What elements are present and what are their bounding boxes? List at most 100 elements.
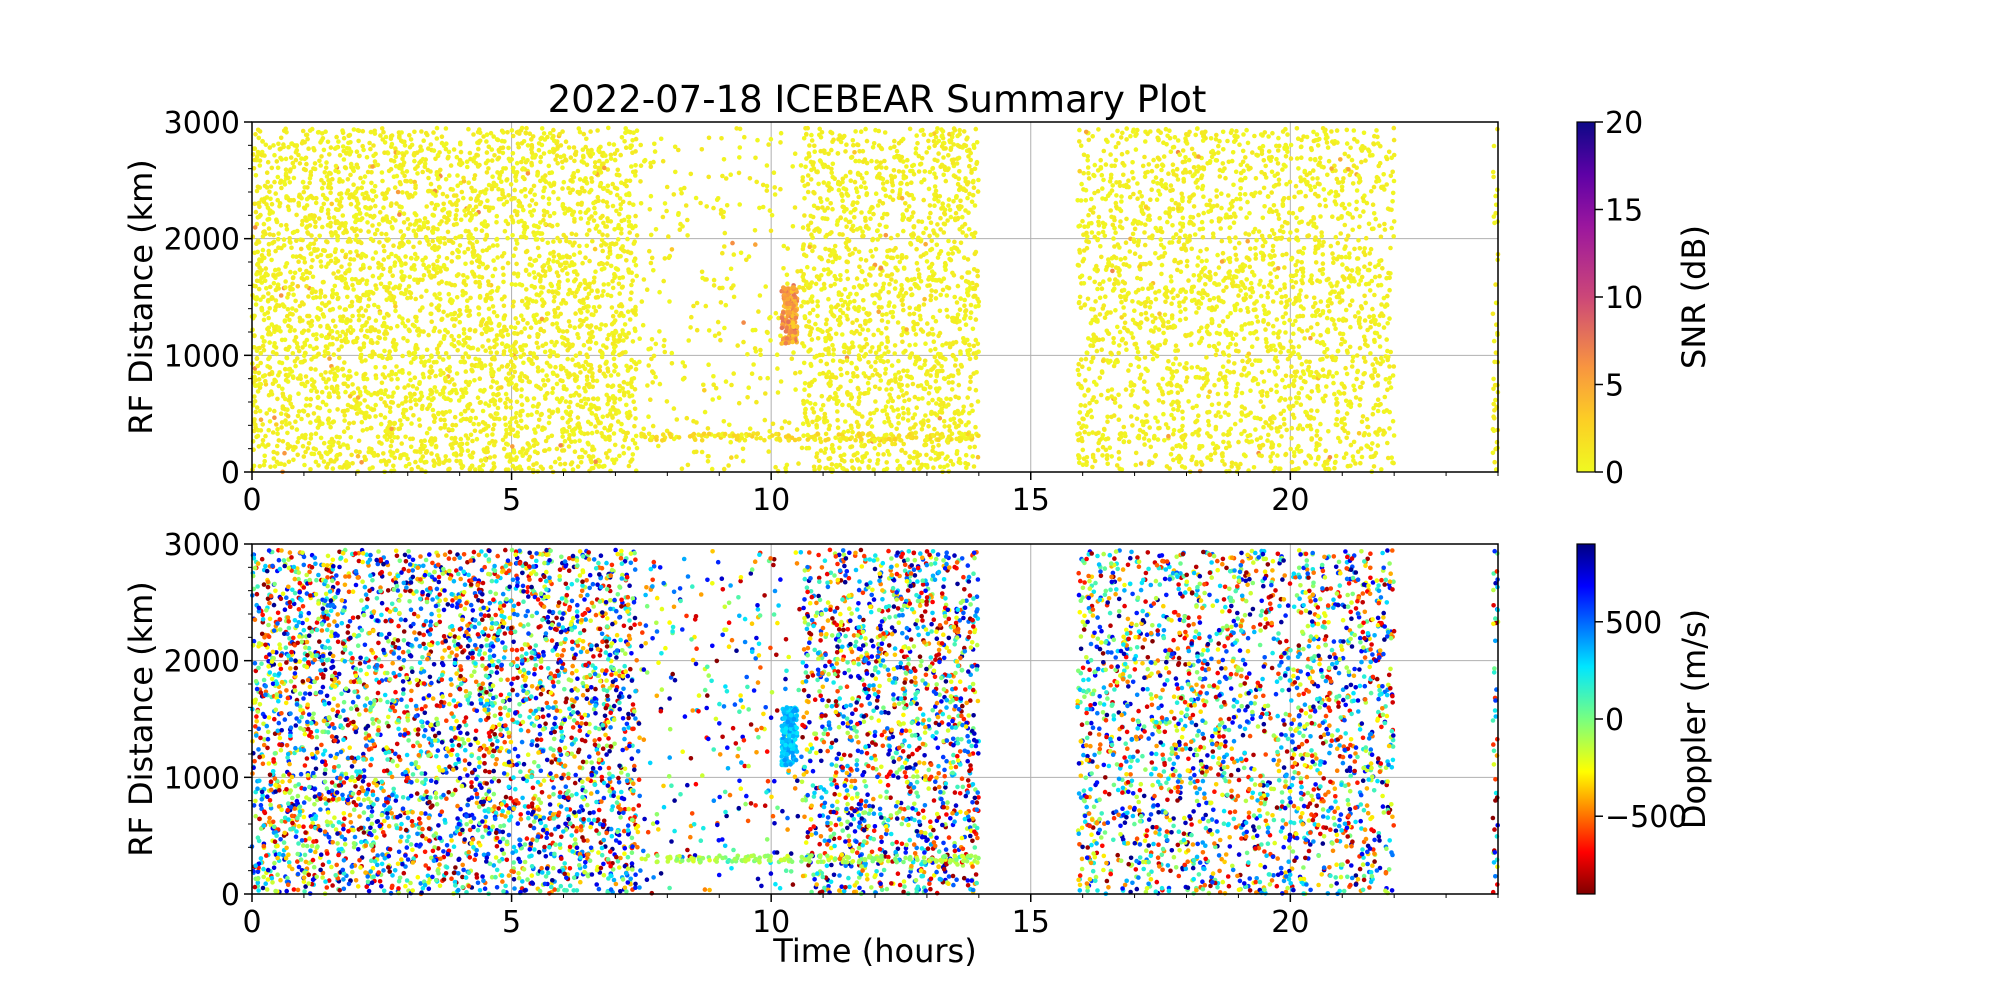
data-point xyxy=(381,266,386,272)
data-point xyxy=(916,307,922,312)
data-point xyxy=(492,338,497,344)
data-point xyxy=(816,458,822,464)
data-point xyxy=(868,411,873,416)
data-point xyxy=(550,386,556,391)
data-point xyxy=(514,455,519,460)
data-point xyxy=(867,458,872,464)
data-point xyxy=(330,466,336,471)
data-point xyxy=(549,339,554,345)
data-point xyxy=(304,225,309,231)
data-point xyxy=(589,366,594,371)
data-point xyxy=(440,357,446,362)
data-point xyxy=(348,435,354,440)
data-point xyxy=(693,195,699,201)
data-point xyxy=(514,261,519,267)
data-point xyxy=(496,186,501,192)
data-point xyxy=(587,152,593,158)
data-point xyxy=(486,245,492,250)
data-point xyxy=(585,220,591,226)
data-point xyxy=(277,204,282,209)
data-point xyxy=(895,458,900,464)
data-point xyxy=(581,297,586,303)
data-point xyxy=(342,307,348,312)
data-point xyxy=(377,310,383,316)
data-point xyxy=(287,344,292,350)
data-point xyxy=(537,253,542,259)
data-point xyxy=(619,231,624,236)
data-point xyxy=(372,327,378,333)
data-point xyxy=(350,461,355,466)
data-point xyxy=(577,250,583,255)
data-point xyxy=(536,332,541,338)
data-point xyxy=(539,290,544,295)
data-point xyxy=(657,329,662,334)
data-point xyxy=(568,155,574,160)
data-point xyxy=(646,346,651,352)
data-point xyxy=(628,296,633,302)
data-point xyxy=(600,248,605,254)
data-point xyxy=(901,411,906,416)
data-point xyxy=(560,268,565,273)
data-point xyxy=(466,180,472,185)
data-point xyxy=(694,327,700,333)
data-point xyxy=(472,428,478,434)
data-point xyxy=(604,392,609,398)
data-point xyxy=(362,322,368,328)
data-point xyxy=(610,415,615,420)
data-point xyxy=(391,344,396,349)
data-point xyxy=(615,172,621,178)
data-point xyxy=(864,341,870,347)
data-point xyxy=(273,287,279,293)
data-point xyxy=(415,171,420,176)
data-point xyxy=(319,389,325,395)
data-point xyxy=(633,328,638,334)
data-point xyxy=(365,220,370,225)
data-point xyxy=(266,427,272,433)
data-point xyxy=(334,434,340,440)
data-point xyxy=(914,133,919,138)
data-point xyxy=(391,421,397,427)
data-point xyxy=(742,134,747,140)
data-point xyxy=(627,230,632,235)
data-point xyxy=(527,334,532,340)
data-point xyxy=(286,291,291,297)
data-point xyxy=(435,258,440,264)
data-point xyxy=(610,203,616,209)
data-point xyxy=(447,173,452,178)
data-point xyxy=(438,368,443,373)
data-point xyxy=(294,341,300,346)
data-point xyxy=(514,399,520,405)
data-point xyxy=(661,343,667,349)
data-point xyxy=(371,453,377,458)
data-point xyxy=(970,326,976,332)
data-point xyxy=(277,370,282,375)
data-point xyxy=(295,439,301,445)
data-point xyxy=(562,438,568,444)
data-point xyxy=(924,259,930,264)
data-point xyxy=(308,467,313,472)
data-point xyxy=(821,285,827,291)
data-point xyxy=(324,160,329,165)
data-point xyxy=(524,287,529,292)
data-point xyxy=(336,440,341,446)
data-point xyxy=(259,197,265,202)
data-point xyxy=(469,362,475,368)
data-point xyxy=(584,232,590,237)
data-point xyxy=(328,190,333,195)
data-point xyxy=(380,137,386,142)
data-point xyxy=(347,421,352,426)
data-point xyxy=(459,161,465,166)
data-point xyxy=(589,410,595,416)
data-point xyxy=(517,464,523,470)
data-point xyxy=(541,151,547,156)
data-point xyxy=(387,269,393,274)
data-point xyxy=(561,298,566,303)
data-point xyxy=(560,427,565,433)
data-point xyxy=(285,407,290,413)
data-point xyxy=(306,328,311,333)
data-point xyxy=(414,314,419,320)
data-point xyxy=(726,463,731,468)
data-point xyxy=(269,165,275,171)
data-point xyxy=(764,188,770,193)
data-point xyxy=(595,288,600,293)
